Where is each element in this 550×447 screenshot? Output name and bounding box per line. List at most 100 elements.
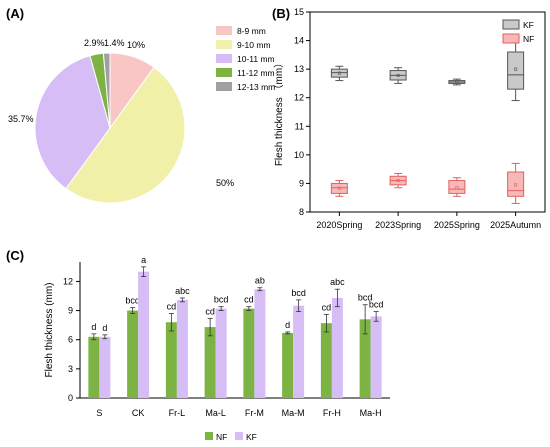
legend-swatch [216,54,232,63]
bar [331,297,343,398]
legend-swatch [502,19,520,30]
x-tick-label: Ma-M [282,408,305,418]
significance-letter: cd [205,306,215,316]
pie-chart: 10% 50% 35.7% 2.9% 1.4% [8,38,234,204]
significance-letter: cd [167,301,177,311]
legend-swatch [235,432,243,440]
bar [370,316,382,398]
box-mean [455,80,459,84]
panel-label-a: (A) [6,6,24,21]
y-tick-label: 12 [294,93,304,103]
pie-slice-label: 1.4% [104,38,125,48]
box-mean [514,183,518,187]
y-tick-label: 13 [294,64,304,74]
panel-label-c: (C) [6,248,24,263]
y-tick-label: 12 [63,276,73,286]
box-mean [396,73,400,77]
bar [99,336,111,398]
legend-label: 12-13 mm [237,82,275,92]
box-chart: 8 9 10 11 12 13 14 15 Flesh thickness （mm） 2020Sp… [273,7,546,230]
bar [138,271,150,398]
legend-swatch [216,82,232,91]
box-mean [396,179,400,183]
panel-label-b: (B) [272,6,290,21]
y-tick-label: 6 [68,335,73,345]
x-tick-label: 2025Spring [434,220,480,230]
legend-label: 11-12 mm [237,68,275,78]
legend-swatch [205,432,213,440]
x-tick-label: Fr-L [169,408,186,418]
significance-letter: abc [175,286,190,296]
box [330,182,348,194]
significance-letter: d [102,323,107,333]
bar [359,319,371,398]
x-tick-label: 2020Spring [316,220,362,230]
significance-letter: bcd [369,300,384,310]
significance-letter: d [285,320,290,330]
bar [215,308,227,398]
y-axis-title: Flesh thickness (mm) [44,282,55,377]
pie-slice [102,52,111,129]
legend-label: NF [216,432,227,442]
pie-slice-label: 10% [127,40,145,50]
plot-frame [309,11,546,213]
y-tick-label: 9 [299,178,304,188]
significance-letter: d [91,322,96,332]
pie-slice-label: 2.9% [84,38,105,48]
legend-label: 9-10 mm [237,40,271,50]
pie-slice-label: 35.7% [8,114,34,124]
bar [88,336,100,398]
legend-label: NF [523,34,534,44]
bar [282,332,294,398]
significance-letter: ab [255,276,265,286]
x-tick-label: CK [132,408,145,418]
legend-label: KF [246,432,257,442]
y-tick-label: 10 [294,150,304,160]
bar [204,327,216,398]
y-tick-label: 3 [68,364,73,374]
significance-letter: bcd [125,296,140,306]
x-tick-label: Ma-L [205,408,226,418]
y-tick-label: 11 [295,121,304,131]
bar [320,323,332,398]
pie-legend: 8-9 mm 9-10 mm 10-11 mm 11-12 mm 12-13 mm [216,26,275,92]
y-tick-label: 9 [68,306,73,316]
legend-label: 8-9 mm [237,26,266,36]
legend-swatch [216,40,232,49]
y-tick-label: 0 [68,393,73,403]
bar [176,299,188,398]
x-tick-label: Fr-M [245,408,264,418]
significance-letter: bcd [291,288,306,298]
pie-slice [34,55,111,190]
pie-slice [65,66,186,204]
box-mean [455,186,459,190]
significance-letter: bcd [358,293,373,303]
x-tick-label: Fr-H [323,408,341,418]
bar [165,322,177,398]
significance-letter: abc [330,277,345,287]
box [330,68,348,78]
x-tick-label: 2023Spring [375,220,421,230]
box-mean [514,67,518,71]
legend-swatch [216,68,232,77]
box [448,180,466,194]
legend-label: KF [523,20,534,30]
box-mean [337,186,341,190]
legend-label: 10-11 mm [237,54,275,64]
significance-letter: cd [244,295,254,305]
pie-slice-label: 50% [216,178,234,188]
bar [293,305,305,398]
y-tick-label: 8 [299,207,304,217]
significance-letter: a [141,255,146,265]
legend-swatch [502,33,520,44]
y-tick-label: 15 [294,7,304,17]
bar [127,310,139,398]
y-axis-title: Flesh thickness （mm） [273,58,285,166]
bar-chart: 0 3 6 9 12 Flesh thickness (mm) S CK Fr-L Ma-L Fr-… [44,255,390,442]
x-tick-label: S [96,408,102,418]
bar [243,308,255,398]
box-mean [337,71,341,75]
box [507,171,525,197]
legend-swatch [216,26,232,35]
